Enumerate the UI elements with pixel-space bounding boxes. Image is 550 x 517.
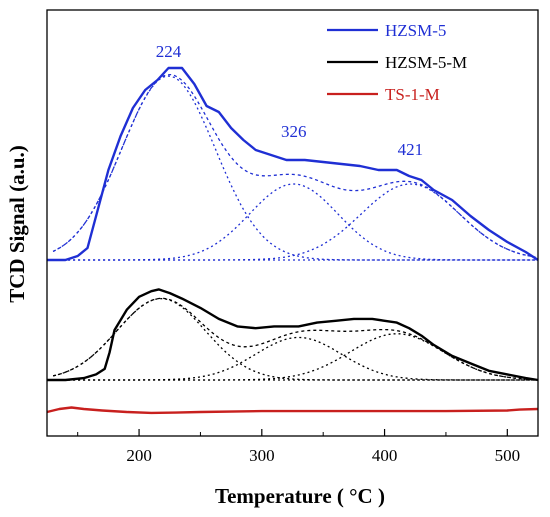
data-lines bbox=[46, 66, 539, 415]
peak-label-326: 326 bbox=[281, 122, 307, 141]
fit-peak-2 bbox=[53, 183, 536, 261]
peak-label-224: 224 bbox=[156, 42, 182, 61]
legend-label-hzsm5: HZSM-5 bbox=[385, 21, 446, 40]
x-axis-title: Temperature ( °C ) bbox=[215, 484, 385, 508]
plot-frame bbox=[46, 9, 539, 437]
fit-peak-1 bbox=[53, 336, 536, 381]
dotted-fits bbox=[52, 73, 538, 381]
x-axis: 200 300 400 500 bbox=[77, 429, 521, 465]
fit-envelope bbox=[52, 297, 536, 381]
series-line-2 bbox=[46, 406, 539, 415]
fit-peak-0 bbox=[52, 75, 536, 261]
legend-label-ts1-m: TS-1-M bbox=[385, 85, 440, 104]
x-tick-label-400: 400 bbox=[372, 446, 398, 465]
x-tick-label-300: 300 bbox=[249, 446, 275, 465]
series-line-1 bbox=[47, 288, 539, 382]
x-tick-label-200: 200 bbox=[126, 446, 152, 465]
peak-label-421: 421 bbox=[398, 140, 424, 159]
x-tick-label-500: 500 bbox=[495, 446, 521, 465]
legend: HZSM-5 HZSM-5-M TS-1-M bbox=[327, 21, 467, 104]
legend-label-hzsm5-m: HZSM-5-M bbox=[385, 53, 467, 72]
peak-labels: 224 326 421 bbox=[156, 42, 423, 159]
series-line-0 bbox=[47, 66, 539, 262]
fit-peak-2 bbox=[53, 333, 536, 381]
fit-envelope bbox=[52, 73, 536, 258]
y-axis-title: TCD Signal (a.u.) bbox=[5, 145, 29, 303]
fit-peak-1 bbox=[53, 183, 536, 261]
